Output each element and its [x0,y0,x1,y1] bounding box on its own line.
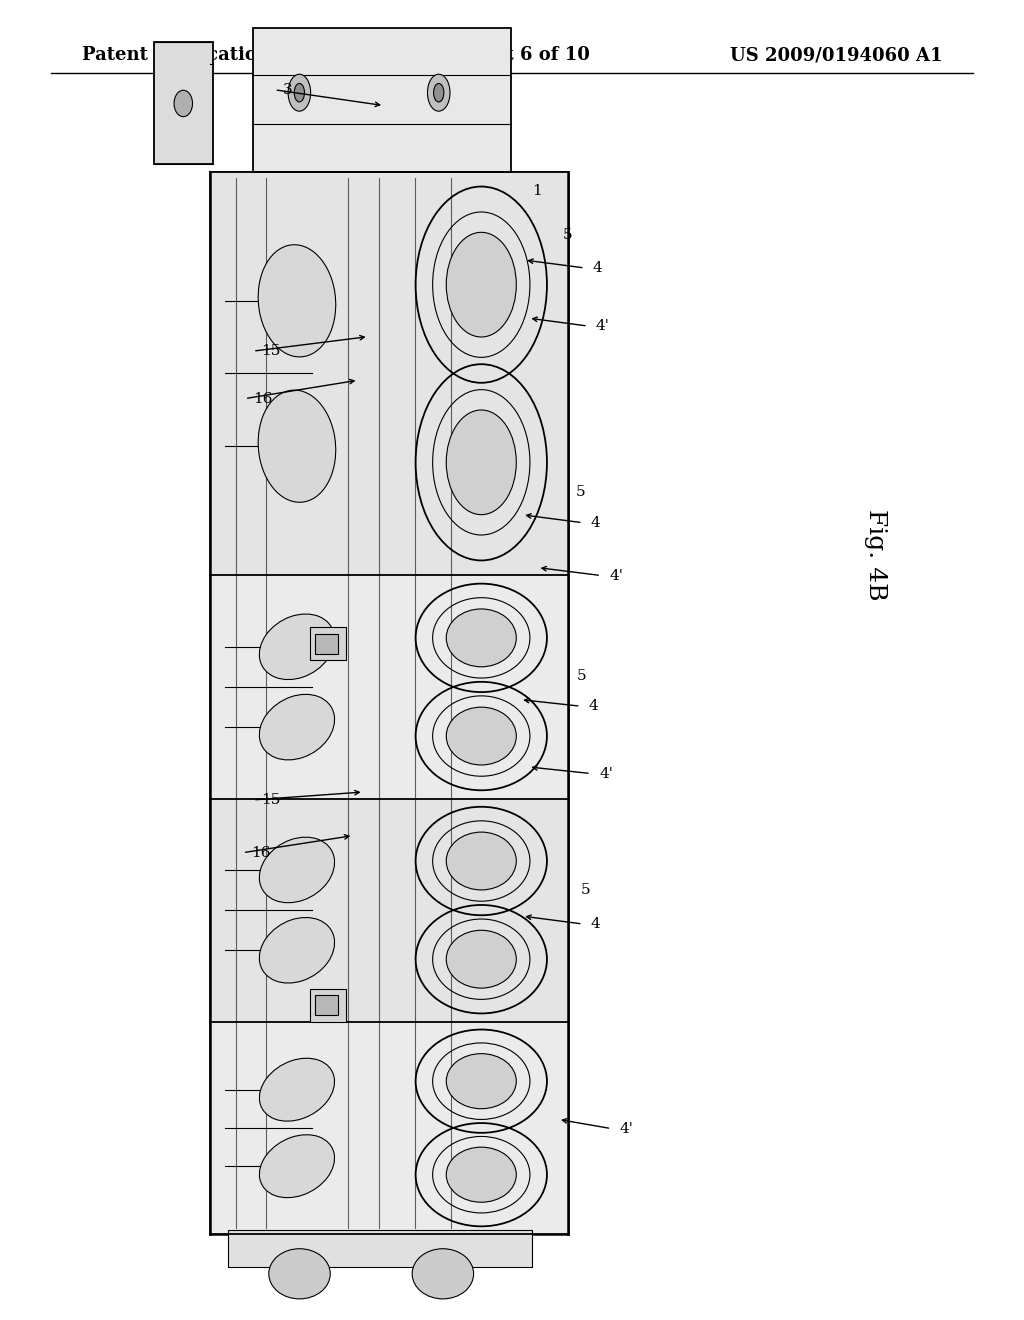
Ellipse shape [446,1147,516,1203]
Ellipse shape [259,837,335,903]
Ellipse shape [413,1249,473,1299]
Text: Patent Application Publication: Patent Application Publication [82,46,392,65]
Ellipse shape [259,614,335,680]
Text: 5: 5 [575,486,585,499]
Bar [210,1022,568,1234]
Bar [210,576,568,799]
Bar [154,42,213,165]
Text: 4': 4' [609,569,624,582]
Text: 4': 4' [596,319,610,333]
Ellipse shape [446,609,516,667]
Text: Fig. 4B: Fig. 4B [864,508,887,601]
Text: 4': 4' [599,767,613,780]
Ellipse shape [268,1249,330,1299]
Bar [315,634,338,653]
Text: 4: 4 [591,516,601,529]
Text: 4: 4 [589,700,599,713]
Ellipse shape [288,74,310,111]
Text: 4: 4 [593,261,603,275]
Text: 5: 5 [581,883,590,896]
Ellipse shape [446,832,516,890]
Ellipse shape [259,1059,335,1121]
Bar [315,995,338,1015]
Ellipse shape [433,83,443,102]
Ellipse shape [294,83,304,102]
Ellipse shape [259,917,335,983]
Ellipse shape [446,232,516,337]
Ellipse shape [259,1135,335,1197]
Bar [310,989,346,1022]
Ellipse shape [258,391,336,503]
Text: 15: 15 [261,345,281,358]
Text: 1: 1 [532,185,543,198]
Ellipse shape [446,1053,516,1109]
Ellipse shape [174,90,193,116]
Text: 15: 15 [261,793,281,807]
Bar [210,172,568,1234]
Text: 5: 5 [577,669,586,682]
Bar [253,28,511,172]
Text: 4': 4' [620,1122,634,1135]
Text: Aug. 6, 2009   Sheet 6 of 10: Aug. 6, 2009 Sheet 6 of 10 [310,46,591,65]
Bar [310,627,346,660]
Ellipse shape [427,74,450,111]
Text: 16: 16 [253,392,272,405]
Ellipse shape [446,931,516,989]
Ellipse shape [258,244,336,356]
Bar [227,1230,532,1267]
Text: US 2009/0194060 A1: US 2009/0194060 A1 [729,46,942,65]
Text: 4: 4 [591,917,601,931]
Bar [210,799,568,1022]
Text: 5: 5 [563,228,572,242]
Text: 16: 16 [251,846,270,859]
Text: 3: 3 [283,83,292,96]
Ellipse shape [446,411,516,515]
Ellipse shape [259,694,335,760]
Bar [210,172,568,576]
Ellipse shape [446,708,516,766]
